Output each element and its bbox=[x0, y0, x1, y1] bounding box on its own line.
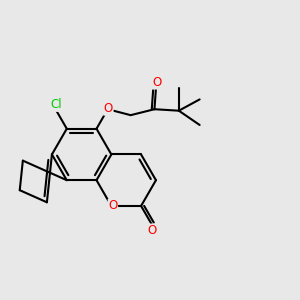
Text: O: O bbox=[148, 224, 157, 237]
Text: O: O bbox=[152, 76, 161, 89]
Text: O: O bbox=[108, 200, 118, 212]
Text: O: O bbox=[104, 102, 113, 115]
Text: Cl: Cl bbox=[50, 98, 62, 111]
